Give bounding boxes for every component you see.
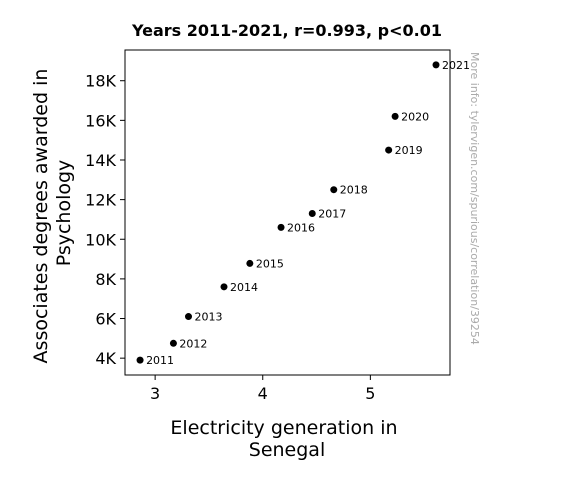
- y-axis-label-line-2: Psychology: [53, 160, 75, 267]
- data-point-2018: [330, 186, 338, 194]
- y-tick-label: 6K: [95, 310, 116, 329]
- x-tick-label: 5: [365, 384, 375, 403]
- source-note: More info: tylervigen.com/spurious/corre…: [468, 52, 481, 345]
- data-point-2017: [308, 209, 316, 217]
- point-label-2019: 2019: [395, 144, 423, 157]
- y-tick-label: 12K: [85, 191, 116, 210]
- point-label-2021: 2021: [442, 59, 470, 72]
- x-axis-ticks: 3 4 5: [150, 375, 375, 403]
- point-label-2014: 2014: [230, 281, 258, 294]
- x-axis-label: Electricity generation in Senegal: [170, 417, 403, 461]
- x-axis-label-line-2: Senegal: [249, 439, 325, 461]
- point-label-2020: 2020: [401, 110, 429, 123]
- y-axis-label: Associates degrees awarded in Psychology: [30, 63, 75, 364]
- data-point-2015: [246, 259, 254, 267]
- side-note-group: More info: tylervigen.com/spurious/corre…: [468, 52, 481, 345]
- plot-frame: [124, 49, 451, 376]
- y-axis-label-group: Associates degrees awarded in Psychology: [30, 63, 75, 364]
- point-label-2011: 2011: [146, 354, 174, 367]
- y-tick-label: 10K: [85, 230, 116, 249]
- data-point-2016: [277, 223, 285, 231]
- data-point-2012: [169, 339, 177, 347]
- data-point-2014: [220, 283, 228, 291]
- point-label-2012: 2012: [179, 337, 207, 350]
- y-tick-label: 16K: [85, 111, 116, 130]
- y-axis-label-line-1: Associates degrees awarded in: [30, 69, 52, 364]
- point-label-2017: 2017: [318, 207, 346, 220]
- data-point-2020: [391, 112, 399, 120]
- data-point-2013: [184, 313, 192, 321]
- data-point-2011: [136, 356, 144, 364]
- point-label-2013: 2013: [194, 311, 222, 324]
- data-point-2021: [432, 61, 440, 69]
- point-label-2016: 2016: [287, 221, 315, 234]
- chart-title: Years 2011-2021, r=0.993, p<0.01: [131, 21, 442, 40]
- point-label-2018: 2018: [340, 184, 368, 197]
- y-tick-label: 14K: [85, 151, 116, 170]
- y-tick-label: 8K: [95, 270, 116, 289]
- y-tick-label: 18K: [85, 72, 116, 91]
- y-tick-label: 4K: [95, 349, 116, 368]
- x-axis-label-line-1: Electricity generation in: [170, 417, 397, 439]
- point-label-2015: 2015: [256, 257, 284, 270]
- x-tick-label: 3: [150, 384, 160, 403]
- x-tick-label: 4: [258, 384, 268, 403]
- data-point-2019: [385, 146, 393, 154]
- y-axis-ticks: 4K 6K 8K 10K 12K 14K 16K 18K: [85, 72, 125, 368]
